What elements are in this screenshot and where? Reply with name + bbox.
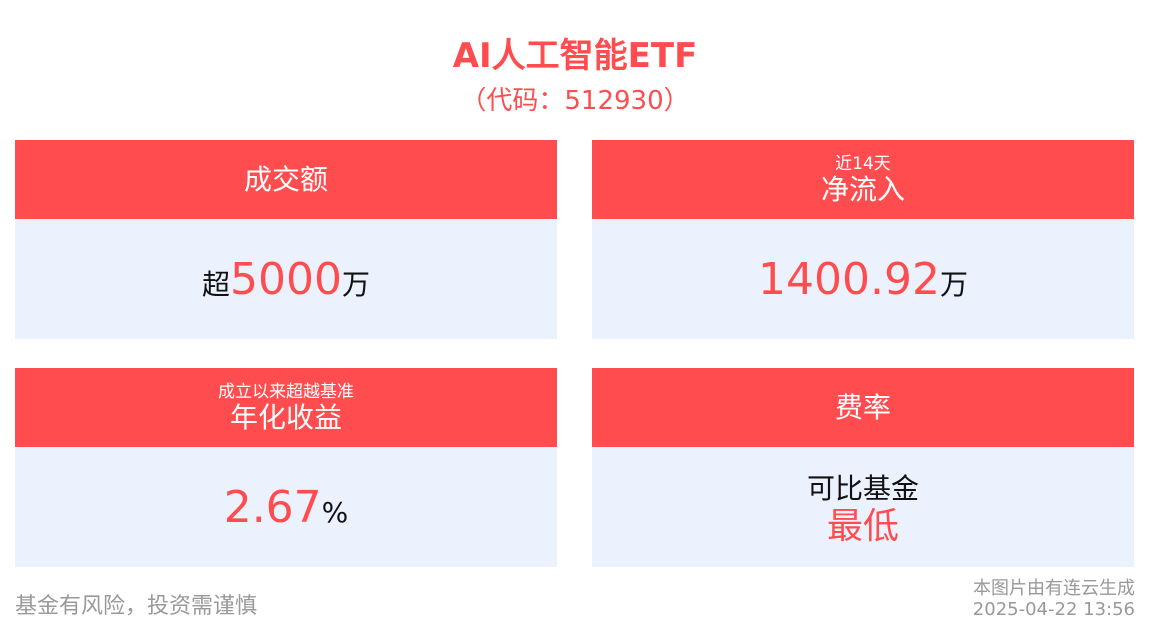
page-title: AI人工智能ETF <box>452 36 698 76</box>
fund-code: （代码：512930） <box>460 86 690 116</box>
card-net-inflow: 近14天 净流入 1400.92 万 <box>592 140 1134 339</box>
card-subtitle: 近14天 <box>835 153 891 174</box>
card-title: 年化收益 <box>229 400 342 434</box>
value-line2: 最低 <box>826 506 899 547</box>
card-title: 净流入 <box>820 172 905 206</box>
card-subtitle: 成立以来超越基准 <box>218 381 354 402</box>
value-unit: 万 <box>939 267 968 301</box>
card-annual-return: 成立以来超越基准 年化收益 2.67 % <box>15 368 557 567</box>
value-unit: % <box>321 495 349 529</box>
value-prefix: 超 <box>201 267 230 301</box>
card-fee-rate: 费率 可比基金 最低 <box>592 368 1134 567</box>
timestamp: 2025-04-22 13:56 <box>972 599 1135 620</box>
card-turnover: 成交额 超 5000 万 <box>15 140 557 339</box>
card-title: 费率 <box>834 390 891 424</box>
source-text: 本图片由有连云生成 <box>973 578 1135 599</box>
source-info: 本图片由有连云生成 2025-04-22 13:56 <box>973 578 1135 620</box>
value-number: 5000 <box>230 253 342 305</box>
value-line1: 可比基金 <box>806 472 919 505</box>
value-unit: 万 <box>341 267 370 301</box>
card-title: 成交额 <box>243 162 328 196</box>
value-number: 1400.92 <box>758 253 940 305</box>
value-number: 2.67 <box>223 481 322 533</box>
risk-disclaimer: 基金有风险，投资需谨慎 <box>15 594 258 619</box>
